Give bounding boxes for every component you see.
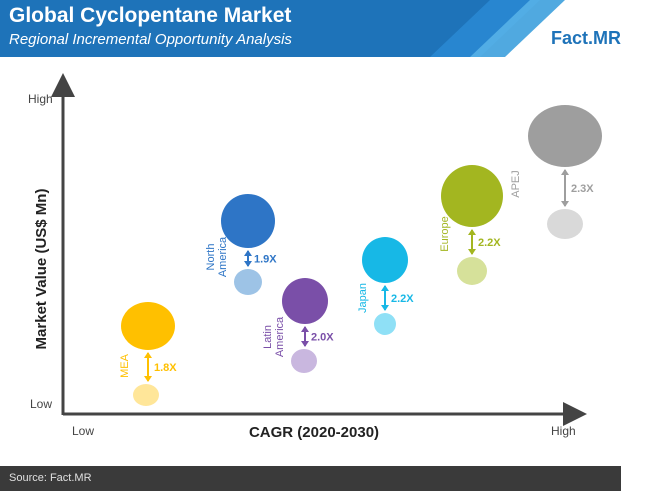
source-label: Source: Fact.MR <box>9 472 92 484</box>
latin-america-bubble-2020 <box>291 349 317 373</box>
y-low-label: Low <box>30 397 52 411</box>
north-america-arrowhead <box>244 261 252 267</box>
europe-arrowhead <box>468 229 476 235</box>
japan-bubble-2030 <box>362 237 408 283</box>
apej-region-label: APEJ <box>510 170 522 198</box>
north-america-bubble-2020 <box>234 269 262 295</box>
bubble-chart: High Low Low High CAGR (2020-2030) Marke… <box>28 73 602 441</box>
north-america-region-label: North <box>205 244 217 271</box>
y-axis-title: Market Value (US$ Mn) <box>33 189 50 350</box>
mea-bubble-2030 <box>121 302 175 350</box>
apej-bubble-2020 <box>547 209 583 239</box>
latin-america-arrowhead <box>301 326 309 332</box>
y-high-label: High <box>28 92 53 106</box>
north-america-arrowhead <box>244 250 252 256</box>
japan-region-label: Japan <box>357 283 369 313</box>
chart-subtitle: Regional Incremental Opportunity Analysi… <box>9 31 292 48</box>
mea-region-label: MEA <box>119 353 131 378</box>
north-america-region-label: America <box>217 236 229 277</box>
chart-title: Global Cyclopentane Market <box>9 4 292 27</box>
europe-arrowhead <box>468 249 476 255</box>
apej-arrowhead <box>561 169 569 175</box>
logo-suffix: .MR <box>588 28 622 48</box>
factmr-logo: Fact.MR <box>547 26 626 50</box>
latin-america-region-label: Latin <box>262 325 274 349</box>
japan-arrowhead <box>381 285 389 291</box>
europe-bubble-2020 <box>457 257 487 285</box>
north-america-multiplier-label: 1.9X <box>254 254 277 266</box>
japan-arrowhead <box>381 305 389 311</box>
apej-arrowhead <box>561 201 569 207</box>
footer-bar: Source: Fact.MR <box>0 466 621 491</box>
japan-bubble-2020 <box>374 313 396 335</box>
north-america-bubble-2030 <box>221 194 275 248</box>
mea-arrowhead <box>144 352 152 358</box>
apej-bubble-2030 <box>528 105 602 167</box>
latin-america-region-label: America <box>274 316 286 357</box>
mea-bubble-2020 <box>133 384 159 406</box>
latin-america-multiplier-label: 2.0X <box>311 332 334 344</box>
europe-bubble-2030 <box>441 165 503 227</box>
logo-text: Fact <box>551 28 589 48</box>
europe-multiplier-label: 2.2X <box>478 237 501 249</box>
header-banner: Global Cyclopentane Market Regional Incr… <box>0 0 650 57</box>
x-low-label: Low <box>72 424 94 438</box>
europe-region-label: Europe <box>439 216 451 251</box>
mea-multiplier-label: 1.8X <box>154 362 177 374</box>
mea-arrowhead <box>144 376 152 382</box>
x-high-label: High <box>551 424 576 438</box>
x-axis-title: CAGR (2020-2030) <box>249 424 379 441</box>
japan-multiplier-label: 2.2X <box>391 293 414 305</box>
latin-america-bubble-2030 <box>282 278 328 324</box>
latin-america-arrowhead <box>301 341 309 347</box>
apej-multiplier-label: 2.3X <box>571 183 594 195</box>
